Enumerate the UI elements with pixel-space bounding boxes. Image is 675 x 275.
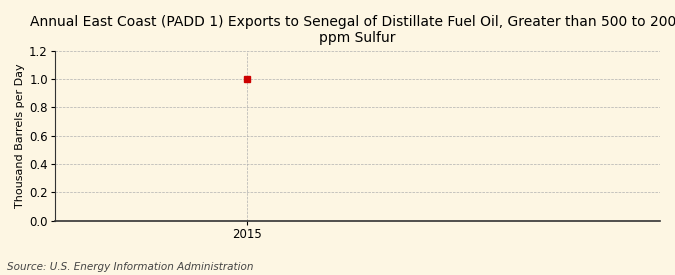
Text: Source: U.S. Energy Information Administration: Source: U.S. Energy Information Administ… <box>7 262 253 272</box>
Title: Annual East Coast (PADD 1) Exports to Senegal of Distillate Fuel Oil, Greater th: Annual East Coast (PADD 1) Exports to Se… <box>30 15 675 45</box>
Y-axis label: Thousand Barrels per Day: Thousand Barrels per Day <box>15 63 25 208</box>
